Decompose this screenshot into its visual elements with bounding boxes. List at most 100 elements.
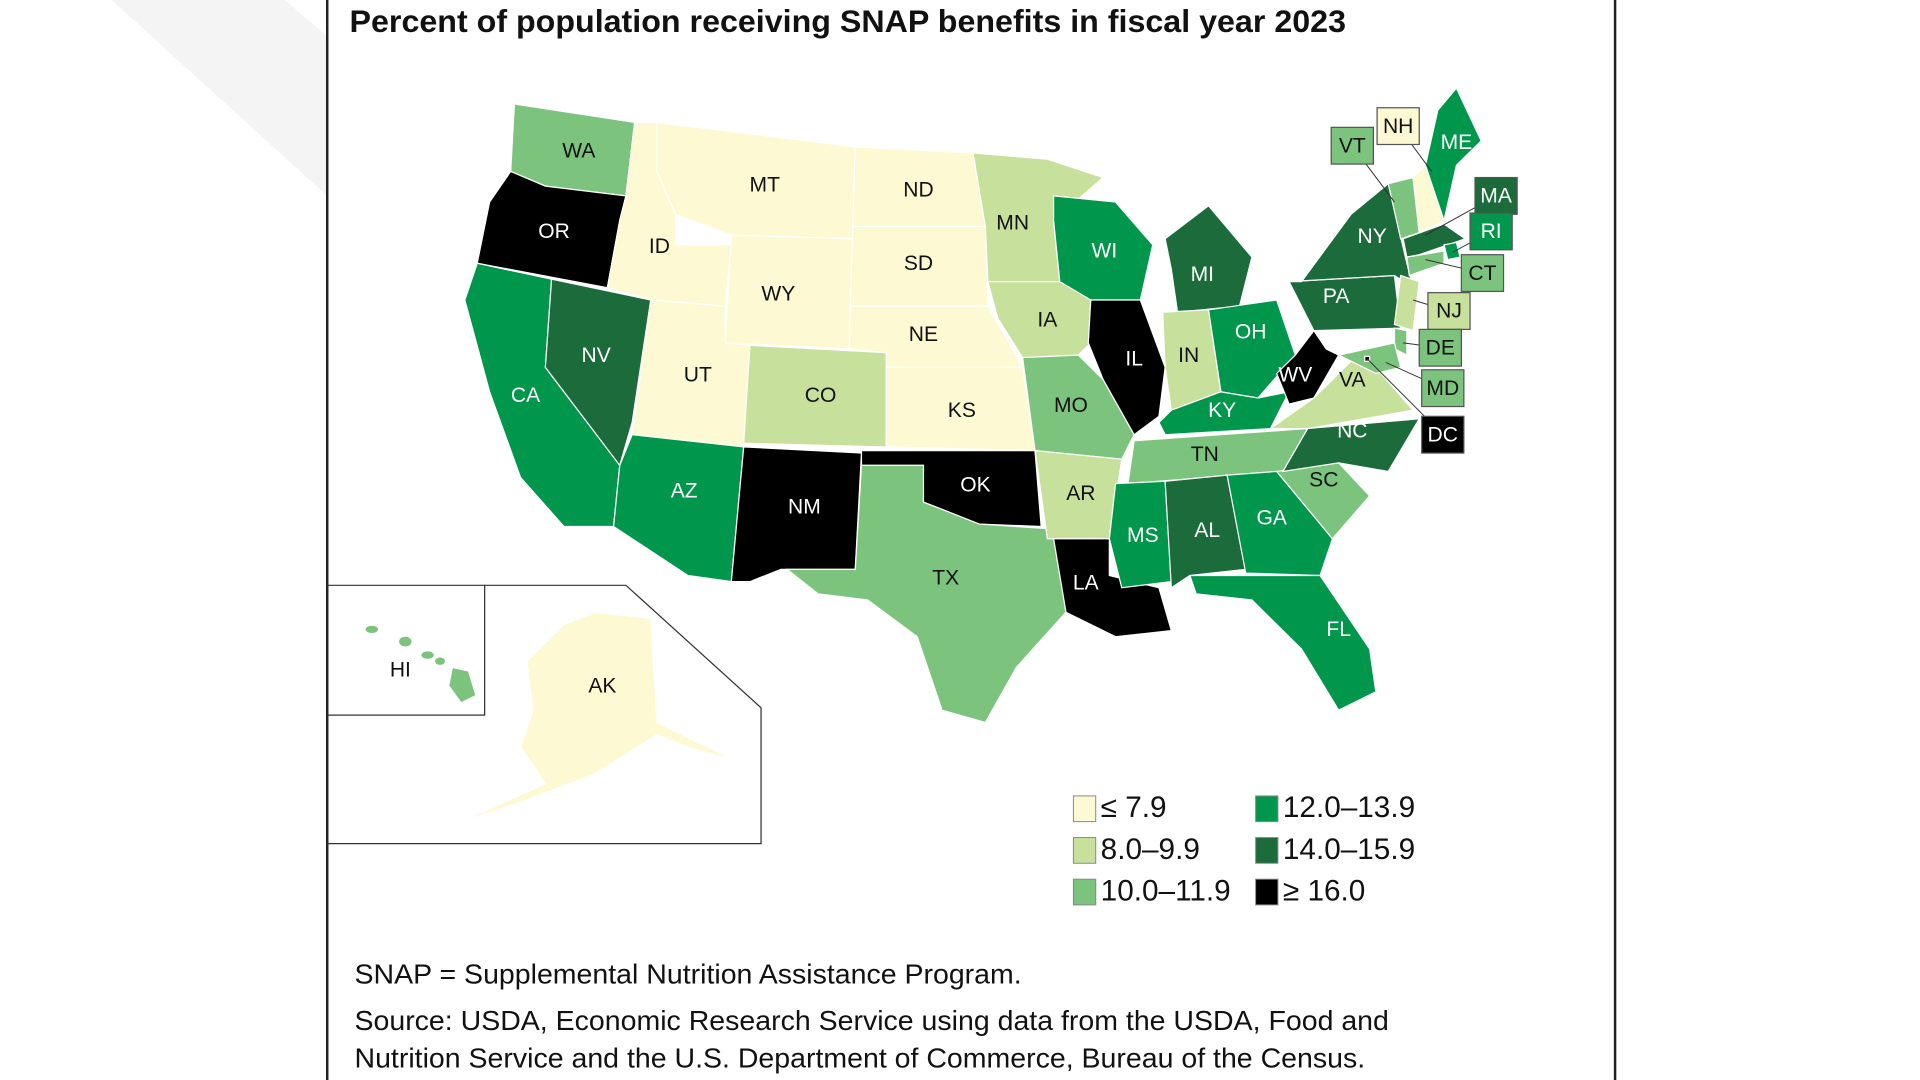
legend: ≤ 7.9 8.0–9.9 10.0–11.9 12.0–13.9 14.0–15.9 ≥… xyxy=(1072,791,1415,908)
state-label-ga: GA xyxy=(1257,507,1287,530)
state-label-va: VA xyxy=(1339,368,1366,391)
legend-swatch xyxy=(1072,837,1097,864)
callout-box-vt xyxy=(1330,126,1374,165)
state-label-ut: UT xyxy=(684,364,712,387)
state-label-de: DE xyxy=(1426,337,1455,360)
legend-label: 10.0–11.9 xyxy=(1101,875,1231,908)
state-label-ms: MS xyxy=(1127,524,1159,547)
state-ak xyxy=(458,611,735,824)
state-label-co: CO xyxy=(805,384,837,407)
state-label-mo: MO xyxy=(1054,394,1088,417)
state-label-ky: KY xyxy=(1208,399,1236,422)
callout-box-nh xyxy=(1376,107,1420,146)
callout-box-ri xyxy=(1469,212,1513,251)
state-mi xyxy=(1164,204,1253,313)
state-de xyxy=(1393,327,1408,357)
state-label-ne: NE xyxy=(909,323,938,346)
legend-swatch xyxy=(1255,878,1279,906)
state-label-wv: WV xyxy=(1278,364,1312,387)
state-label-ks: KS xyxy=(948,399,976,422)
legend-swatch xyxy=(1255,795,1279,823)
state-label-ca: CA xyxy=(511,384,540,407)
state-az xyxy=(612,434,745,583)
state-label-ok: OK xyxy=(960,474,990,497)
legend-label: ≤ 7.9 xyxy=(1101,791,1167,824)
state-oh xyxy=(1207,299,1296,399)
state-label-ma: MA xyxy=(1480,185,1512,208)
state-label-mt: MT xyxy=(750,174,781,197)
background-diagonal-shade xyxy=(111,0,328,196)
state-label-wy: WY xyxy=(761,283,795,306)
alaska-inset-frame xyxy=(327,584,762,845)
state-me xyxy=(1424,87,1482,223)
state-il xyxy=(1087,299,1166,436)
state-tx xyxy=(785,464,1067,724)
map-title: Percent of population receiving SNAP ben… xyxy=(350,3,1346,39)
state-label-in: IN xyxy=(1178,344,1199,367)
state-label-az: AZ xyxy=(671,480,698,503)
state-label-oh: OH xyxy=(1235,321,1267,344)
legend-label: 14.0–15.9 xyxy=(1283,833,1415,866)
state-ct xyxy=(1406,250,1445,277)
state-label-ct: CT xyxy=(1468,262,1496,285)
state-label-tn: TN xyxy=(1191,443,1219,466)
state-label-sd: SD xyxy=(904,252,933,275)
state-al xyxy=(1164,474,1247,589)
state-wv xyxy=(1275,329,1340,405)
state-hi xyxy=(448,666,477,704)
state-label-nh: NH xyxy=(1383,115,1413,138)
inset-frames xyxy=(327,584,762,845)
callout-box-dc xyxy=(1421,415,1465,454)
state-label-pa: PA xyxy=(1323,285,1350,308)
state-label-me: ME xyxy=(1441,131,1473,154)
state-label-id: ID xyxy=(649,235,670,258)
state-ri xyxy=(1443,241,1461,261)
state-label-nd: ND xyxy=(903,179,933,202)
state-la xyxy=(1052,538,1173,638)
state-label-hi: HI xyxy=(390,659,411,682)
state-label-mn: MN xyxy=(996,212,1029,235)
state-nv xyxy=(544,278,652,467)
callout-box-ct xyxy=(1460,254,1505,293)
state-label-vt: VT xyxy=(1339,135,1366,158)
hawaii-inset-frame xyxy=(327,584,486,716)
state-label-ar: AR xyxy=(1066,482,1095,505)
state-label-ny: NY xyxy=(1358,225,1387,248)
state-label-nm: NM xyxy=(788,496,821,519)
state-hi-island xyxy=(435,657,445,665)
state-hi-island xyxy=(399,636,412,647)
legend-swatch xyxy=(1072,795,1097,823)
state-label-la: LA xyxy=(1073,572,1099,595)
state-label-sc: SC xyxy=(1309,469,1338,492)
source-note-line-2: Nutrition Service and the U.S. Departmen… xyxy=(354,1043,1365,1075)
state-label-ri: RI xyxy=(1481,220,1502,243)
state-nc xyxy=(1281,418,1421,473)
callout-box-nj xyxy=(1427,292,1471,330)
state-ma xyxy=(1402,223,1467,258)
callout-box-md xyxy=(1421,369,1465,408)
state-label-ia: IA xyxy=(1037,308,1057,331)
state-label-al: AL xyxy=(1194,519,1220,542)
state-hi-island xyxy=(421,651,434,659)
state-label-nj: NJ xyxy=(1436,300,1462,323)
callout-box-de xyxy=(1418,328,1463,367)
state-shapes xyxy=(365,87,1482,824)
state-ga xyxy=(1226,470,1334,577)
legend-label: 12.0–13.9 xyxy=(1283,791,1415,824)
state-label-il: IL xyxy=(1125,348,1143,371)
state-label-fl: FL xyxy=(1326,618,1351,641)
snap-abbreviation-note: SNAP = Supplemental Nutrition Assistance… xyxy=(354,958,1021,990)
state-label-mi: MI xyxy=(1191,263,1214,286)
legend-label: ≥ 16.0 xyxy=(1283,875,1365,908)
legend-swatch xyxy=(1255,837,1279,864)
source-note-line-1: Source: USDA, Economic Research Service … xyxy=(354,1005,1388,1037)
state-labels: WA OR CA NV ID MT WY UT CO AZ NM ND SD NE KS OK TX MN IA MO… xyxy=(390,107,1518,698)
state-label-ak: AK xyxy=(588,675,616,698)
state-label-wa: WA xyxy=(562,139,595,162)
legend-label: 8.0–9.9 xyxy=(1101,833,1200,866)
state-label-dc: DC xyxy=(1428,424,1458,447)
state-label-nv: NV xyxy=(582,344,611,367)
state-hi-island xyxy=(365,625,379,634)
state-label-md: MD xyxy=(1426,377,1459,400)
